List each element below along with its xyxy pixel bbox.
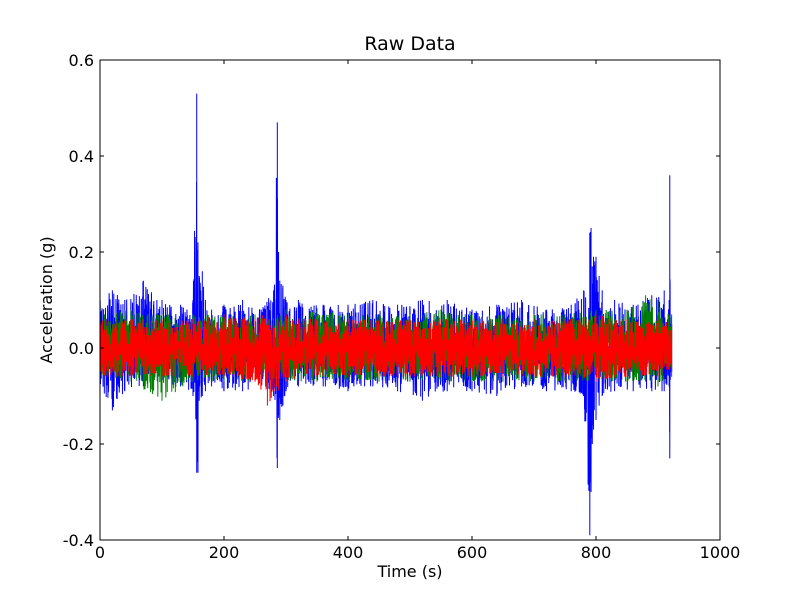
y-axis: -0.4 -0.2 0.0 0.2 0.4 0.6	[63, 51, 720, 550]
x-tick-label: 1000	[700, 543, 741, 562]
y-tick-label: -0.2	[63, 435, 94, 454]
chart-title: Raw Data	[364, 33, 455, 55]
y-tick-label: 0.6	[69, 51, 94, 70]
y-tick-label: 0.0	[69, 339, 94, 358]
plot-frame	[99, 59, 721, 541]
y-tick-label: 0.2	[69, 243, 94, 262]
x-tick-label: 400	[333, 543, 364, 562]
x-axis: 0 200 400 600 800 1000	[95, 60, 740, 562]
x-tick-label: 800	[581, 543, 612, 562]
x-tick-label: 0	[95, 543, 105, 562]
y-axis-label: Acceleration (g)	[37, 236, 56, 363]
series-line-1	[99, 93, 673, 536]
x-tick-label: 600	[457, 543, 488, 562]
series-line-3	[99, 309, 673, 406]
y-tick-label: 0.4	[69, 147, 94, 166]
series-layer	[99, 93, 673, 536]
x-axis-label: Time (s)	[376, 562, 442, 581]
y-tick-label: -0.4	[63, 531, 94, 550]
x-tick-label: 200	[209, 543, 240, 562]
